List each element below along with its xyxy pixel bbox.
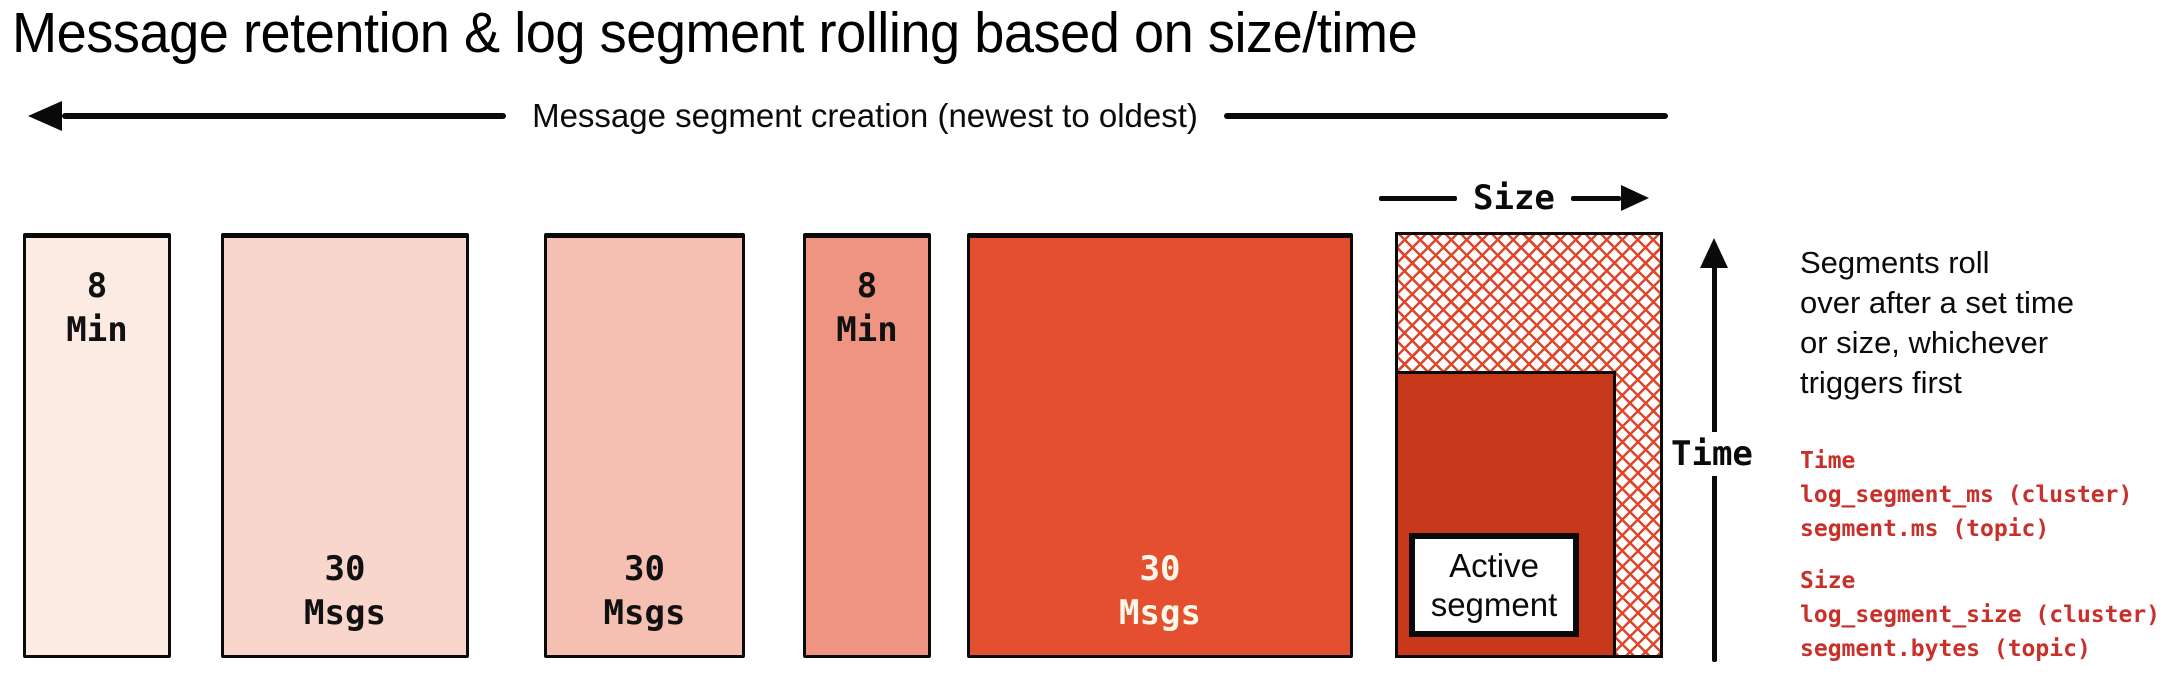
arrow-line-right	[1223, 113, 1668, 119]
config-list: Time log_segment_ms (cluster) segment.ms…	[1800, 444, 2160, 666]
annotation-line: Segments roll	[1800, 245, 1990, 280]
segment-box-2: 30 Msgs	[221, 233, 469, 658]
page-title: Message retention & log segment rolling …	[12, 1, 1418, 65]
segment-label-line2: Msgs	[603, 593, 686, 633]
segment-label-line2: Msgs	[304, 593, 386, 633]
segment-label-line1: 8	[86, 266, 108, 306]
creation-arrow-label: Message segment creation (newest to olde…	[532, 97, 1198, 134]
annotation-line: or size, whichever	[1800, 325, 2049, 360]
segment-box-1: 8 Min	[23, 233, 171, 658]
size-axis-line-left	[1379, 195, 1457, 201]
arrow-right-icon	[1620, 185, 1649, 211]
time-axis: Time	[1666, 238, 1786, 668]
segment-label: 30 Msgs	[604, 547, 686, 635]
config-line: log_segment_size (cluster)	[1800, 602, 2161, 628]
segment-label-line2: Msgs	[1119, 593, 1201, 633]
segment-box-4: 8 Min	[803, 233, 931, 658]
segment-label: 8 Min	[66, 264, 127, 352]
arrow-left-icon	[28, 101, 62, 131]
size-axis-line-right	[1570, 195, 1621, 201]
config-time: Time log_segment_ms (cluster) segment.ms…	[1800, 444, 2160, 546]
segment-label-line1: 30	[624, 549, 665, 589]
segment-label-line1: 30	[1139, 549, 1181, 589]
config-line: segment.bytes (topic)	[1800, 636, 2091, 662]
segment-label: 30 Msgs	[1119, 547, 1201, 635]
size-axis: Size	[1379, 178, 1671, 218]
time-axis-label: Time	[1668, 432, 1756, 476]
segment-label-line2: Min	[66, 310, 128, 350]
annotation-line: triggers first	[1800, 365, 1962, 400]
segment-box-5: 30 Msgs	[967, 233, 1353, 658]
size-axis-label: Size	[1473, 178, 1555, 218]
config-size: Size log_segment_size (cluster) segment.…	[1800, 564, 2160, 666]
arrow-line-left	[62, 113, 507, 119]
config-heading: Time	[1800, 448, 1856, 474]
segment-label-line1: 30	[324, 549, 366, 589]
segment-label-line1: 8	[856, 266, 878, 306]
config-heading: Size	[1800, 568, 1856, 594]
config-line: log_segment_ms (cluster)	[1800, 482, 2133, 508]
active-segment-label: Active segment	[1409, 533, 1579, 637]
annotation-line: over after a set time	[1800, 285, 2074, 320]
annotation-note: Segments roll over after a set time or s…	[1800, 243, 2074, 403]
segment-label: 30 Msgs	[304, 547, 386, 635]
segment-label-line2: Min	[836, 310, 898, 350]
segment-box-3: 30 Msgs	[544, 233, 745, 658]
config-line: segment.ms (topic)	[1800, 516, 2050, 542]
segment-label: 8 Min	[836, 264, 897, 352]
creation-direction-arrow: Message segment creation (newest to olde…	[28, 95, 1668, 137]
